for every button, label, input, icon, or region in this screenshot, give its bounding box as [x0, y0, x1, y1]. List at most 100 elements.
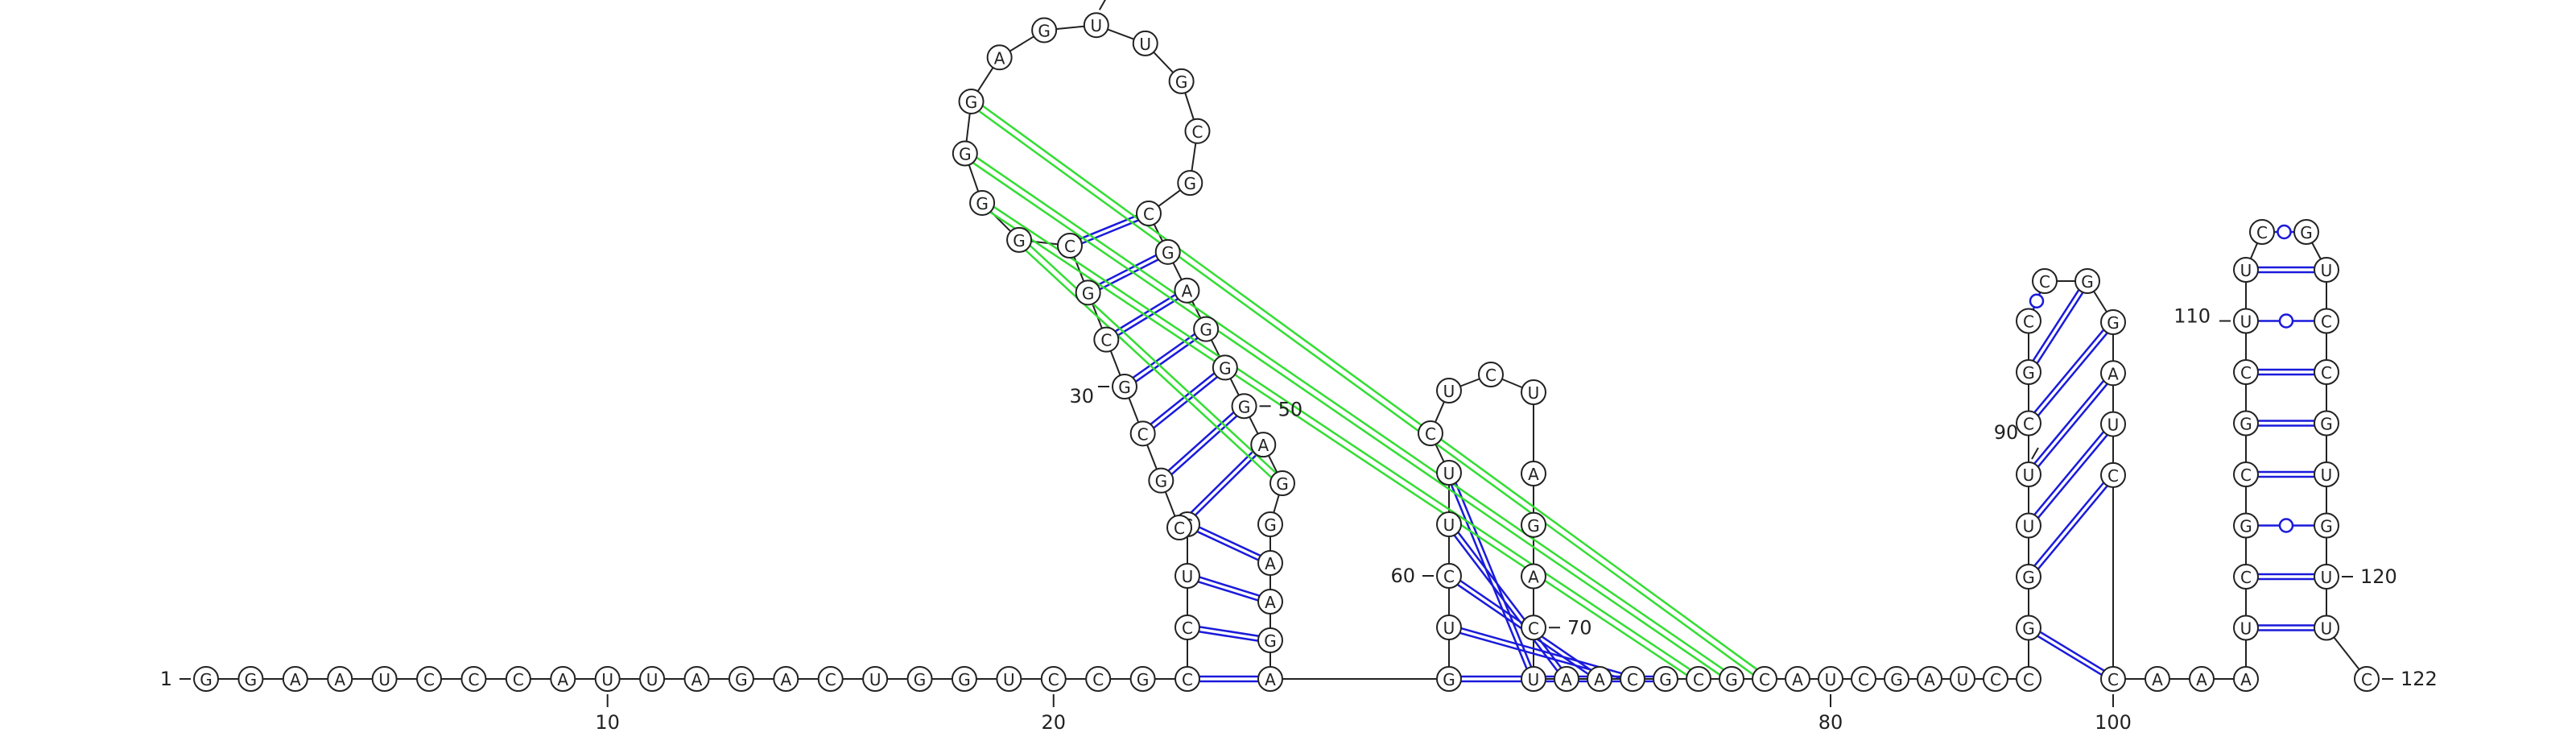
- nucleotide: C: [2314, 308, 2339, 334]
- nucleotide: G: [906, 666, 933, 692]
- nucleotide: G: [2233, 512, 2259, 539]
- nucleotide-circle: [2314, 410, 2339, 437]
- nucleotide-label: C: [1192, 122, 1203, 142]
- nucleotide-label: C: [423, 670, 435, 689]
- nucleotide-label: G: [959, 145, 972, 164]
- pseudoknot-layer: [972, 105, 1757, 677]
- nucleotide: C: [1418, 420, 1443, 446]
- nucleotide-label: A: [2240, 670, 2252, 689]
- nucleotide-label: G: [1659, 670, 1672, 689]
- nucleotide: G: [951, 666, 977, 692]
- nucleotide: A: [986, 44, 1013, 71]
- nucleotide-label: U: [1003, 670, 1015, 689]
- nucleotide: C: [1478, 362, 1504, 387]
- nucleotide-circle: [2100, 411, 2126, 437]
- nucleotide-label: U: [1443, 515, 1455, 535]
- nucleotide-label: C: [1048, 670, 1059, 689]
- nucleotide-circle: [986, 44, 1013, 71]
- pseudoknot-pair-line: [976, 156, 1724, 671]
- nucleotide: U: [2016, 512, 2041, 539]
- nucleotide-label: U: [1825, 670, 1837, 689]
- nucleotide-label: G: [2022, 619, 2035, 639]
- nucleotide-circle: [1257, 666, 1283, 692]
- nucleotide: U: [1436, 511, 1462, 537]
- nucleotide: C: [817, 666, 844, 692]
- nucleotide-layer: GGAAUCCCAUUAGACUGGUCCGCCUCCGCGCGCGGGGAGU…: [193, 12, 2380, 692]
- nucleotide: C: [1166, 515, 1192, 540]
- nucleotide: G: [2314, 410, 2339, 437]
- nucleotide-circle: [1231, 393, 1257, 420]
- nucleotide-circle: [951, 666, 977, 692]
- nucleotide: U: [639, 666, 666, 692]
- nucleotide-circle: [2314, 461, 2339, 487]
- nucleotide-label: U: [2321, 568, 2333, 587]
- nucleotide-circle: [2293, 219, 2319, 245]
- nucleotide-circle: [2233, 461, 2259, 487]
- nucleotide-circle: [683, 666, 710, 692]
- nucleotide-label: C: [2361, 670, 2372, 689]
- nucleotide-circle: [1193, 316, 1220, 342]
- nucleotide-label: A: [557, 670, 568, 689]
- nucleotide-label: U: [1139, 35, 1151, 54]
- nucleotide-circle: [2100, 360, 2126, 387]
- position-number-label: 80: [1818, 711, 1843, 734]
- nucleotide: G: [969, 189, 996, 216]
- nucleotide: C: [2032, 268, 2058, 294]
- nucleotide-label: G: [2320, 415, 2333, 434]
- nucleotide-label: A: [1265, 593, 1276, 612]
- nucleotide-label: C: [1174, 519, 1185, 538]
- nucleotide-circle: [2016, 308, 2041, 334]
- nucleotide-label: G: [1264, 515, 1277, 535]
- nucleotide: U: [1950, 666, 1975, 692]
- base-pair-line: [1132, 333, 1195, 379]
- nucleotide-circle: [1031, 17, 1058, 43]
- nucleotide-label: U: [1443, 464, 1455, 483]
- nucleotide-circle: [2314, 615, 2339, 641]
- nucleotide-circle: [2100, 461, 2126, 488]
- nucleotide-label: A: [1924, 670, 1935, 689]
- nucleotide-circle: [1983, 666, 2008, 692]
- nucleotide-label: G: [1443, 670, 1455, 689]
- nucleotide-circle: [2314, 564, 2339, 590]
- nucleotide: U: [1818, 666, 1843, 692]
- nucleotide-circle: [1250, 432, 1277, 458]
- nucleotide-label: U: [2321, 619, 2333, 639]
- nucleotide-circle: [1257, 550, 1283, 576]
- nucleotide-circle: [1269, 470, 1295, 496]
- nucleotide: G: [1719, 666, 1744, 692]
- nucleotide-label: C: [1425, 424, 1436, 444]
- nucleotide: G: [1148, 467, 1174, 494]
- nucleotide: G: [1075, 279, 1101, 306]
- nucleotide: A: [683, 666, 710, 692]
- nucleotide-label: U: [646, 670, 658, 689]
- nucleotide-label: C: [2023, 312, 2034, 332]
- nucleotide: U: [862, 666, 889, 692]
- nucleotide-circle: [1184, 118, 1211, 144]
- nucleotide-label: G: [2107, 313, 2120, 333]
- nucleotide: U: [2314, 564, 2339, 590]
- nucleotide-circle: [728, 666, 754, 692]
- nucleotide-circle: [1112, 374, 1137, 399]
- pseudoknot-pair-line: [972, 162, 1721, 676]
- nucleotide-label: G: [1137, 670, 1150, 689]
- nucleotide: A: [1785, 666, 1810, 692]
- nucleotide-circle: [2314, 512, 2339, 539]
- nucleotide-circle: [2016, 410, 2041, 437]
- nucleotide-label: A: [691, 670, 703, 689]
- nucleotide: G: [2233, 410, 2259, 437]
- nucleotide-circle: [1129, 666, 1156, 692]
- base-pair-line: [2037, 332, 2108, 416]
- nucleotide-circle: [505, 666, 531, 692]
- nucleotide: C: [1129, 420, 1156, 447]
- nucleotide: A: [1554, 666, 1579, 692]
- base-pair-line: [1114, 293, 1176, 333]
- nucleotide-circle: [2249, 219, 2275, 245]
- nucleotide-label: C: [468, 670, 479, 689]
- nucleotide: U: [1083, 12, 1109, 39]
- nucleotide-label: U: [1957, 670, 1969, 689]
- nucleotide-circle: [1257, 627, 1283, 653]
- nucleotide-label: G: [735, 670, 748, 689]
- nucleotide-circle: [1093, 326, 1120, 353]
- nucleotide: C: [1686, 666, 1711, 692]
- position-number-label: 10: [595, 711, 620, 734]
